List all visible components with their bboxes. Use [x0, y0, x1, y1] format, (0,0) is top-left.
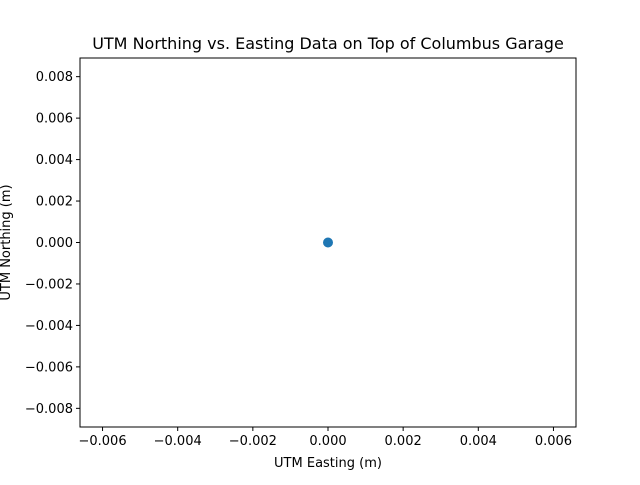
x-axis-label: UTM Easting (m)	[274, 456, 382, 471]
y-tick-label: −0.006	[25, 360, 73, 375]
y-axis: −0.008 −0.006 −0.004 −0.002 0.000 0.002 0.004 0…	[25, 70, 80, 417]
y-tick-label: 0.006	[36, 112, 73, 127]
y-tick-label: −0.008	[25, 402, 73, 417]
y-tick-label: 0.008	[36, 70, 73, 85]
x-tick-label: 0.004	[460, 434, 497, 449]
x-tick-label: 0.002	[385, 434, 422, 449]
y-tick-label: −0.002	[25, 277, 73, 292]
x-tick-label: −0.004	[154, 434, 202, 449]
y-tick-label: 0.004	[36, 153, 73, 168]
y-tick-label: −0.004	[25, 319, 73, 334]
data-points	[323, 237, 333, 248]
chart-title: UTM Northing vs. Easting Data on Top of …	[92, 34, 564, 53]
y-axis-label: UTM Northing (m)	[0, 184, 14, 300]
y-tick-label: 0.000	[36, 236, 73, 251]
x-tick-label: 0.006	[535, 434, 572, 449]
y-tick-label: 0.002	[36, 195, 73, 210]
data-point	[323, 237, 333, 248]
x-tick-label: −0.006	[78, 434, 126, 449]
x-axis: −0.006 −0.004 −0.002 0.000 0.002 0.004 0.006	[78, 427, 572, 449]
x-tick-label: −0.002	[229, 434, 277, 449]
x-tick-label: 0.000	[309, 434, 346, 449]
